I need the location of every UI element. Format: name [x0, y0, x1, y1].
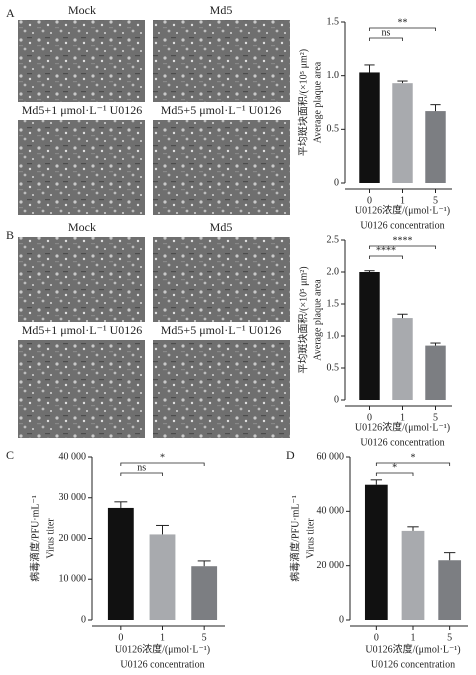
y-axis-label: Average plaque area — [312, 61, 323, 143]
micrograph — [153, 237, 290, 322]
micrograph — [153, 20, 290, 102]
significance-label: ** — [398, 17, 408, 28]
x-tick-label: 0 — [374, 632, 379, 643]
x-tick-label: 1 — [400, 195, 405, 206]
significance-bracket — [369, 27, 436, 31]
x-tick-label: 5 — [433, 195, 438, 206]
bar — [149, 534, 176, 620]
bar — [425, 111, 446, 183]
y-tick-label: 1.0 — [327, 70, 340, 81]
y-tick-label: 0.5 — [327, 362, 340, 373]
y-tick-label: 2.5 — [327, 234, 340, 245]
x-tick-label: 0 — [367, 195, 372, 206]
bar — [107, 507, 134, 620]
bar — [425, 345, 446, 400]
y-axis-label: Average plaque area — [312, 279, 323, 361]
micrograph — [18, 120, 145, 215]
y-tick-label: 0 — [334, 177, 339, 188]
bar — [359, 72, 380, 183]
significance-label: * — [411, 452, 416, 463]
y-tick-label: 1.5 — [327, 298, 340, 309]
bar — [191, 566, 218, 620]
y-axis-label: Virus titer — [305, 518, 316, 559]
micrograph-label: Md5+1 μmol·L⁻¹ U0126 — [22, 103, 142, 117]
significance-bracket — [369, 37, 403, 41]
micrograph-label: Md5 — [210, 3, 233, 17]
y-tick-label: 20 000 — [59, 533, 87, 544]
significance-bracket — [120, 462, 205, 466]
y-tick-label: 20 000 — [317, 560, 345, 571]
panel-label: C — [6, 448, 14, 462]
significance-bracket — [369, 255, 403, 259]
micrograph-label: Md5+5 μmol·L⁻¹ U0126 — [161, 323, 281, 337]
x-tick-label: 1 — [160, 632, 165, 643]
significance-label: ns — [137, 462, 146, 473]
y-axis-label: 病毒滴度/PFU·mL⁻¹ — [288, 495, 301, 582]
micrograph-label: Md5+5 μmol·L⁻¹ U0126 — [161, 103, 281, 117]
x-tick-label: 5 — [433, 412, 438, 423]
bar — [359, 272, 380, 400]
x-tick-label: 5 — [202, 632, 207, 643]
x-tick-label: 1 — [400, 412, 405, 423]
micrograph-label: Mock — [68, 3, 96, 17]
y-axis-label: Virus titer — [45, 518, 56, 559]
bar — [438, 560, 462, 620]
micrograph-label: Md5+1 μmol·L⁻¹ U0126 — [22, 323, 142, 337]
significance-bracket — [375, 462, 451, 466]
y-tick-label: 0 — [334, 394, 339, 405]
x-tick-label: 0 — [118, 632, 123, 643]
x-axis-label: U0126 concentration — [371, 659, 455, 670]
panel-label: A — [6, 6, 15, 20]
significance-label: ns — [382, 27, 391, 38]
y-tick-label: 0 — [81, 614, 86, 625]
significance-label: **** — [393, 235, 413, 246]
micrograph — [153, 340, 290, 438]
x-axis-label: U0126 concentration — [120, 659, 204, 670]
bar — [392, 318, 413, 400]
x-axis-label: U0126浓度/(μmol·L⁻¹) — [355, 420, 450, 433]
y-tick-label: 30 000 — [59, 492, 87, 503]
micrograph — [18, 340, 145, 438]
micrographs-a: Mock Md5 Md5+1 μmol·L⁻¹ U0126 Md5+5 μmol… — [18, 3, 290, 215]
micrograph — [153, 120, 290, 215]
y-tick-label: 40 000 — [317, 506, 345, 517]
x-axis-label: U0126 concentration — [360, 437, 444, 448]
bar — [401, 530, 425, 620]
y-axis-label: 病毒滴度/PFU·mL⁻¹ — [28, 495, 41, 582]
y-tick-label: 2.0 — [327, 266, 340, 277]
y-axis-label: 平均斑块面积/(×10⁵ μm²) — [296, 49, 309, 156]
y-tick-label: 1.0 — [327, 330, 340, 341]
significance-label: * — [392, 462, 397, 473]
y-tick-label: 60 000 — [317, 451, 345, 462]
y-tick-label: 40 000 — [59, 451, 87, 462]
y-tick-label: 1.5 — [327, 16, 340, 27]
significance-bracket — [369, 245, 436, 249]
x-tick-label: 1 — [411, 632, 416, 643]
bar — [364, 484, 388, 620]
panel-label: D — [286, 448, 295, 462]
x-axis-label: U0126浓度/(μmol·L⁻¹) — [365, 642, 460, 655]
significance-label: * — [160, 452, 165, 463]
y-tick-label: 10 000 — [59, 574, 87, 585]
panel-label: B — [6, 228, 14, 242]
x-axis-label: U0126 concentration — [360, 220, 444, 231]
x-tick-label: 5 — [447, 632, 452, 643]
significance-bracket — [375, 472, 414, 476]
y-tick-label: 0 — [339, 614, 344, 625]
y-tick-label: 0.5 — [327, 124, 340, 135]
micrograph — [18, 237, 145, 322]
x-tick-label: 0 — [367, 412, 372, 423]
micrographs-b: Mock Md5 Md5+1 μmol·L⁻¹ U0126 Md5+5 μmol… — [18, 220, 290, 438]
micrograph — [18, 20, 145, 102]
bar — [392, 83, 413, 183]
x-axis-label: U0126浓度/(μmol·L⁻¹) — [115, 642, 210, 655]
significance-bracket — [120, 472, 163, 476]
significance-label: **** — [376, 245, 396, 256]
micrograph-label: Md5 — [210, 220, 233, 234]
x-axis-label: U0126浓度/(μmol·L⁻¹) — [355, 203, 450, 216]
y-axis-label: 平均斑块面积/(×10⁵ μm²) — [296, 266, 309, 373]
micrograph-label: Mock — [68, 220, 96, 234]
